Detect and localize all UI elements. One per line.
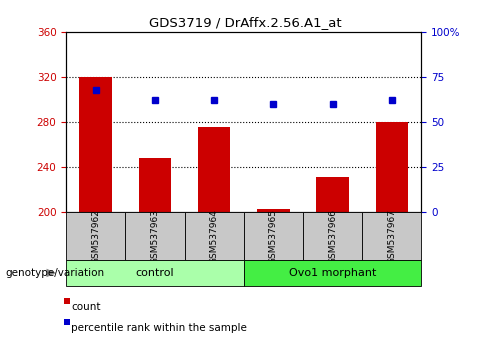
FancyBboxPatch shape xyxy=(66,212,125,260)
Bar xyxy=(317,177,349,212)
Text: GSM537964: GSM537964 xyxy=(210,209,219,264)
FancyBboxPatch shape xyxy=(244,212,303,260)
Text: GSM537966: GSM537966 xyxy=(328,209,337,264)
Text: percentile rank within the sample: percentile rank within the sample xyxy=(71,323,247,333)
Text: GSM537963: GSM537963 xyxy=(150,209,159,264)
FancyBboxPatch shape xyxy=(125,212,185,260)
FancyBboxPatch shape xyxy=(362,212,421,260)
Text: GSM537967: GSM537967 xyxy=(387,209,396,264)
FancyBboxPatch shape xyxy=(244,260,421,286)
Bar xyxy=(79,77,112,212)
Text: count: count xyxy=(71,302,100,312)
Text: GDS3719 / DrAffx.2.56.A1_at: GDS3719 / DrAffx.2.56.A1_at xyxy=(148,16,342,29)
Text: Ovo1 morphant: Ovo1 morphant xyxy=(289,268,376,278)
Text: GSM537962: GSM537962 xyxy=(91,209,100,264)
FancyBboxPatch shape xyxy=(185,212,244,260)
Bar xyxy=(257,209,290,212)
FancyBboxPatch shape xyxy=(66,260,244,286)
Bar xyxy=(375,122,408,212)
Bar xyxy=(198,127,230,212)
Text: control: control xyxy=(136,268,174,278)
Text: genotype/variation: genotype/variation xyxy=(5,268,104,278)
FancyBboxPatch shape xyxy=(303,212,362,260)
Bar xyxy=(139,158,171,212)
Text: GSM537965: GSM537965 xyxy=(269,209,278,264)
